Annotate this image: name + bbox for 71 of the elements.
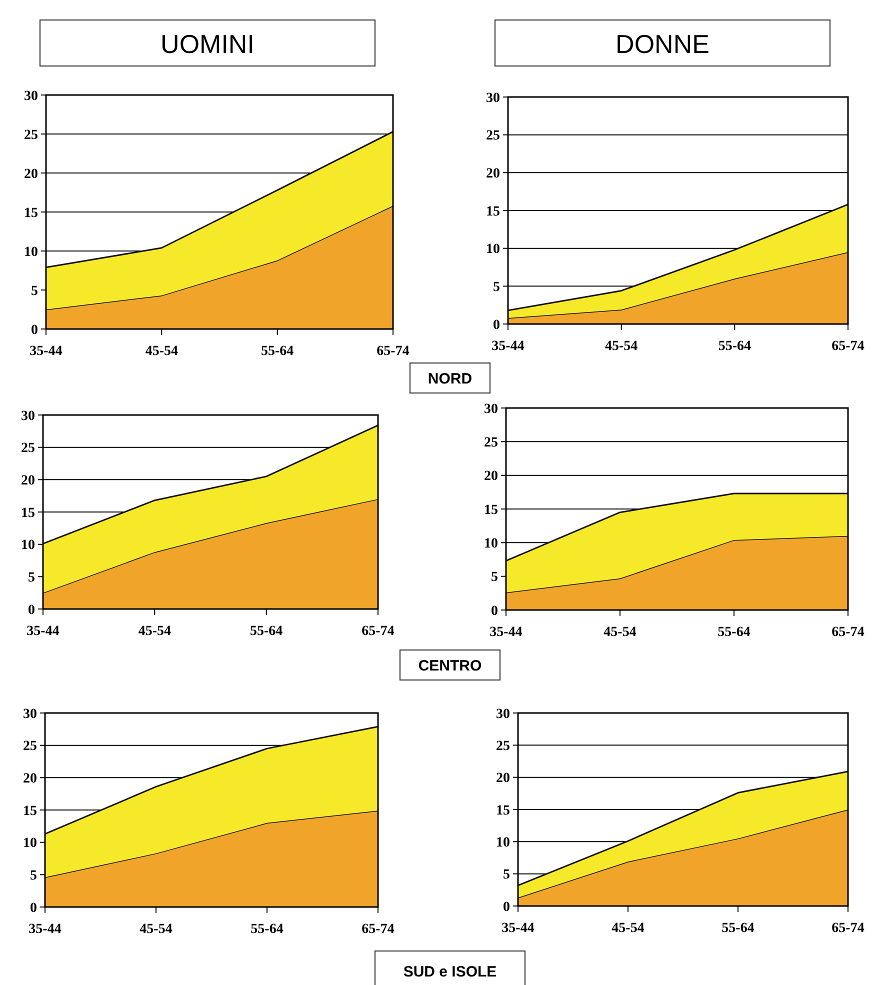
y-tick-label: 10 [484,536,498,552]
text: CENTRO [418,657,482,674]
x-tick-label: 45-54 [138,624,172,639]
y-tick-label: 15 [24,206,38,221]
y-tick-label: 10 [24,244,38,260]
y-tick-label: 15 [21,506,35,521]
y-tick-label: 10 [496,836,510,851]
x-tick-label: 35-44 [30,344,62,359]
y-tick-label: 25 [486,128,500,144]
y-tick-label: 25 [21,441,35,456]
x-tick-label: 45-54 [612,921,644,936]
y-tick-label: 20 [23,772,37,787]
y-tick-label: 5 [28,570,35,586]
x-tick-label: 45-54 [140,922,172,937]
y-tick-label: 30 [24,88,38,104]
x-tick-label: 55-64 [718,339,752,354]
x-tick-label: 65-74 [376,344,410,359]
x-tick-label: 35-44 [492,339,524,354]
chart-title: DONNE [616,29,710,59]
y-tick-label: 15 [496,803,510,818]
y-tick-label: 25 [24,128,38,143]
x-tick-label: 65-74 [362,624,394,639]
y-tick-label: 25 [484,436,498,451]
y-tick-label: 15 [484,502,498,518]
y-tick-label: 20 [24,166,38,182]
y-tick-label: 0 [28,602,35,618]
x-tick-label: 65-74 [832,625,864,640]
y-tick-label: 0 [503,900,510,915]
x-tick-label: 65-74 [362,922,394,937]
x-tick-label: 55-64 [260,344,294,359]
y-tick-label: 5 [30,868,37,884]
x-tick-label: 55-64 [250,624,283,639]
y-tick-label: 5 [31,284,38,299]
y-tick-label: 10 [486,242,500,258]
y-tick-label: 0 [493,318,500,333]
y-tick-label: 30 [484,402,498,417]
y-tick-label: 20 [21,474,35,489]
y-tick-label: 20 [486,166,500,182]
x-tick-label: 35-44 [26,624,60,639]
y-tick-label: 0 [491,604,498,619]
y-tick-label: 30 [496,706,510,722]
y-tick-label: 0 [31,322,38,338]
x-tick-label: 65-74 [832,921,864,936]
x-tick-label: 55-64 [250,922,284,937]
chart-title: UOMINI [160,29,254,59]
x-tick-label: 45-54 [604,625,636,640]
y-tick-label: 15 [486,204,500,220]
y-tick-label: 20 [484,469,498,484]
x-tick-label: 45-54 [604,339,638,354]
x-tick-label: 35-44 [490,625,522,640]
y-tick-label: 30 [486,90,500,106]
y-tick-label: 0 [30,900,37,916]
y-tick-label: 15 [23,804,37,819]
x-tick-label: 55-64 [722,921,754,936]
x-tick-label: 55-64 [718,625,750,640]
x-tick-label: 35-44 [502,921,534,936]
text: SUD e ISOLE [403,963,497,980]
y-tick-label: 30 [21,408,35,424]
y-tick-label: 5 [503,868,510,883]
y-tick-label: 25 [23,739,37,754]
text: NORD [428,370,472,388]
x-tick-label: 35-44 [28,922,62,937]
y-tick-label: 10 [21,538,35,554]
x-tick-label: 45-54 [145,344,178,359]
y-tick-label: 25 [496,739,510,754]
y-tick-label: 30 [23,706,37,722]
y-tick-label: 10 [23,836,37,852]
x-tick-label: 65-74 [832,339,864,354]
y-tick-label: 20 [496,771,510,786]
y-tick-label: 5 [493,280,500,296]
y-tick-label: 5 [491,570,498,586]
